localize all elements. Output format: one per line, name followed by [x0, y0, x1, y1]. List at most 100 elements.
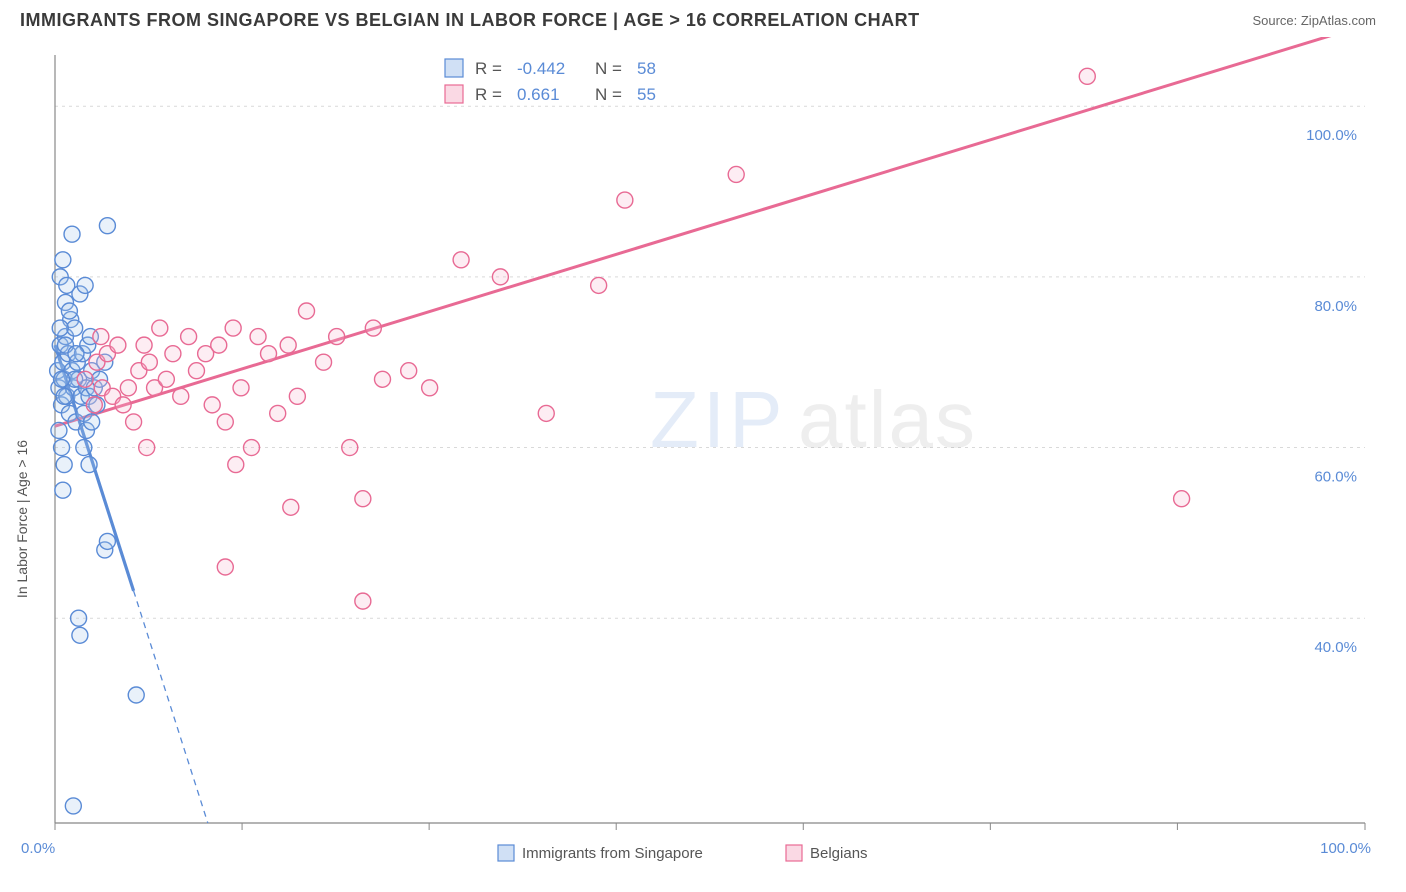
watermark: ZIPatlas: [650, 375, 977, 464]
point-belgians: [1174, 491, 1190, 507]
point-belgians: [188, 363, 204, 379]
stats-N-value: 58: [637, 59, 656, 78]
y-tick-label: 100.0%: [1306, 127, 1357, 144]
correlation-chart: 40.0%60.0%80.0%100.0%0.0%100.0%ZIPatlasI…: [0, 37, 1406, 887]
point-belgians: [299, 303, 315, 319]
point-singapore: [56, 388, 72, 404]
point-belgians: [233, 380, 249, 396]
point-belgians: [181, 329, 197, 345]
point-belgians: [120, 380, 136, 396]
point-belgians: [270, 405, 286, 421]
point-belgians: [342, 440, 358, 456]
point-singapore: [55, 252, 71, 268]
point-belgians: [250, 329, 266, 345]
point-singapore: [51, 422, 67, 438]
legend-label: Belgians: [810, 845, 868, 862]
point-belgians: [173, 388, 189, 404]
point-belgians: [110, 337, 126, 353]
point-belgians: [280, 337, 296, 353]
point-singapore: [64, 226, 80, 242]
legend-label: Immigrants from Singapore: [522, 845, 703, 862]
point-belgians: [152, 320, 168, 336]
point-belgians: [329, 329, 345, 345]
point-belgians: [316, 354, 332, 370]
stats-N-value: 55: [637, 85, 656, 104]
point-belgians: [289, 388, 305, 404]
stats-N-label: N =: [595, 85, 622, 104]
point-belgians: [244, 440, 260, 456]
point-belgians: [283, 499, 299, 515]
point-belgians: [211, 337, 227, 353]
y-tick-label: 40.0%: [1314, 639, 1357, 656]
watermark-atlas: atlas: [798, 375, 977, 464]
y-tick-label: 80.0%: [1314, 298, 1357, 315]
x-tick-label: 0.0%: [21, 840, 55, 857]
point-belgians: [225, 320, 241, 336]
stats-N-label: N =: [595, 59, 622, 78]
point-belgians: [492, 269, 508, 285]
point-singapore: [68, 346, 84, 362]
point-singapore: [99, 533, 115, 549]
point-singapore: [67, 320, 83, 336]
point-belgians: [93, 329, 109, 345]
chart-header: IMMIGRANTS FROM SINGAPORE VS BELGIAN IN …: [0, 0, 1406, 37]
point-belgians: [217, 414, 233, 430]
stats-R-value: -0.442: [517, 59, 565, 78]
watermark-zip: ZIP: [650, 375, 786, 464]
series-belgians: [77, 68, 1189, 609]
stats-R-label: R =: [475, 59, 502, 78]
point-belgians: [217, 559, 233, 575]
point-singapore: [54, 440, 70, 456]
point-singapore: [65, 798, 81, 814]
point-belgians: [375, 371, 391, 387]
point-singapore: [76, 440, 92, 456]
point-belgians: [538, 405, 554, 421]
point-belgians: [591, 277, 607, 293]
point-belgians: [204, 397, 220, 413]
point-singapore: [72, 627, 88, 643]
point-belgians: [126, 414, 142, 430]
stats-R-value: 0.661: [517, 85, 560, 104]
point-belgians: [1079, 68, 1095, 84]
point-belgians: [365, 320, 381, 336]
point-belgians: [158, 371, 174, 387]
y-tick-label: 60.0%: [1314, 469, 1357, 486]
chart-title: IMMIGRANTS FROM SINGAPORE VS BELGIAN IN …: [20, 10, 920, 31]
point-belgians: [165, 346, 181, 362]
point-belgians: [228, 457, 244, 473]
point-singapore: [128, 687, 144, 703]
point-belgians: [355, 593, 371, 609]
legend-swatch: [498, 845, 514, 861]
point-belgians: [617, 192, 633, 208]
point-belgians: [115, 397, 131, 413]
point-belgians: [728, 166, 744, 182]
point-belgians: [86, 397, 102, 413]
legend-swatch: [445, 85, 463, 103]
point-singapore: [77, 277, 93, 293]
source-label: Source: ZipAtlas.com: [1252, 13, 1376, 28]
point-belgians: [141, 354, 157, 370]
legend-swatch: [445, 59, 463, 77]
point-belgians: [139, 440, 155, 456]
y-axis-label: In Labor Force | Age > 16: [14, 440, 30, 598]
point-singapore: [54, 371, 70, 387]
legend-swatch: [786, 845, 802, 861]
point-singapore: [84, 414, 100, 430]
point-singapore: [52, 320, 68, 336]
point-singapore: [59, 277, 75, 293]
point-singapore: [55, 482, 71, 498]
point-belgians: [422, 380, 438, 396]
point-belgians: [77, 371, 93, 387]
point-singapore: [81, 457, 97, 473]
chart-svg: 40.0%60.0%80.0%100.0%0.0%100.0%ZIPatlasI…: [0, 37, 1406, 887]
point-singapore: [56, 457, 72, 473]
point-belgians: [453, 252, 469, 268]
point-singapore: [71, 610, 87, 626]
point-belgians: [136, 337, 152, 353]
trendline-belgians: [55, 37, 1365, 426]
point-singapore: [99, 218, 115, 234]
trendline-singapore-dash: [134, 591, 208, 823]
point-belgians: [401, 363, 417, 379]
stats-R-label: R =: [475, 85, 502, 104]
point-belgians: [261, 346, 277, 362]
